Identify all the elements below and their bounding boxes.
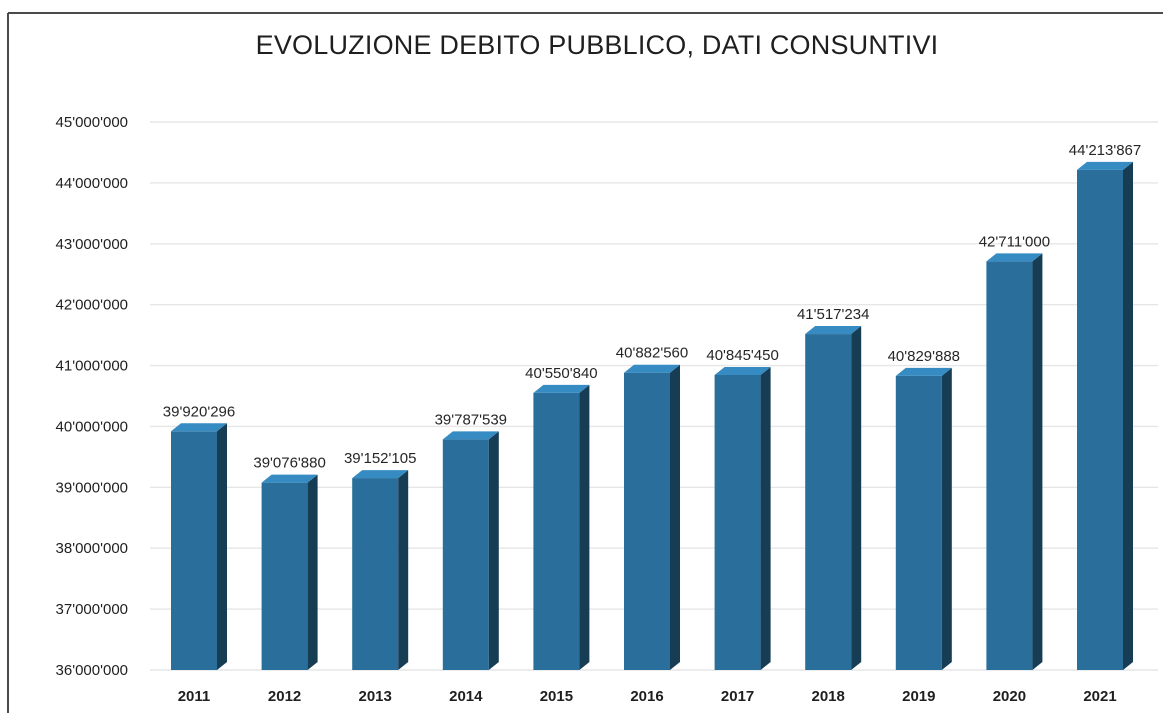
data-labels: 39'920'296 39'076'880 39'152'105 39'787'539… [163, 142, 1141, 472]
data-label-2019: 40'829'888 [888, 348, 960, 365]
bar-2013 [352, 470, 409, 670]
bar-2017 [714, 366, 771, 670]
bar-top-2015 [533, 384, 590, 393]
x-tick-label-2013: 2013 [359, 688, 392, 705]
bar-side-2013 [398, 470, 409, 670]
bar-front-2011 [171, 431, 217, 670]
bar-top-2011 [171, 423, 227, 432]
bar-front-2015 [533, 392, 580, 670]
y-tick-label-7: 43'000'000 [56, 236, 128, 253]
bar-top-2014 [442, 431, 499, 440]
bar-2021 [1077, 161, 1133, 670]
data-label-2017: 40'845'450 [706, 347, 778, 364]
bar-top-2020 [986, 253, 1043, 262]
bar-front-2018 [805, 334, 852, 670]
x-tick-label-2021: 2021 [1083, 688, 1116, 705]
bar-top-2018 [805, 326, 862, 335]
bar-2014 [442, 431, 499, 670]
data-label-2020: 42'711'000 [979, 233, 1050, 250]
chart-frame [7, 12, 1163, 713]
x-tick-label-2018: 2018 [812, 688, 845, 705]
bar-top-2012 [261, 474, 318, 483]
data-label-2016: 40'882'560 [616, 345, 688, 362]
bar-2016 [624, 364, 680, 670]
bar-top-2021 [1077, 161, 1133, 170]
y-tick-label-0: 36'000'000 [56, 662, 128, 679]
bar-2019 [895, 367, 952, 670]
x-tick-label-2014: 2014 [449, 688, 483, 705]
bar-front-2012 [261, 482, 308, 670]
bar-front-2014 [442, 439, 489, 670]
chart-title: EVOLUZIONE DEBITO PUBBLICO, DATI CONSUNT… [256, 30, 939, 60]
x-tick-label-2015: 2015 [540, 688, 573, 705]
y-tick-label-9: 45'000'000 [56, 114, 128, 131]
bar-top-2016 [624, 364, 680, 373]
bar-side-2018 [851, 326, 862, 670]
bar-front-2019 [895, 375, 942, 670]
bar-front-2013 [352, 478, 399, 670]
x-axis-tick-labels: 2011 2012 2013 2014 2015 2016 2017 2018 2019 2020… [178, 688, 1117, 705]
x-tick-label-2019: 2019 [902, 688, 935, 705]
bar-front-2016 [624, 372, 670, 670]
bar-side-2017 [760, 366, 771, 670]
bars [171, 161, 1133, 670]
bar-side-2019 [941, 367, 952, 670]
y-tick-label-4: 40'000'000 [56, 418, 128, 435]
bar-side-2021 [1123, 161, 1133, 670]
data-label-2018: 41'517'234 [797, 306, 869, 323]
bar-2012 [261, 474, 318, 670]
y-axis-tick-labels: 36'000'000 37'000'000 38'000'000 39'000'000… [56, 114, 128, 679]
y-tick-label-3: 39'000'000 [56, 479, 128, 496]
bar-top-2019 [895, 367, 952, 376]
x-tick-label-2012: 2012 [268, 688, 301, 705]
bar-side-2014 [488, 431, 499, 670]
bar-2011 [171, 423, 227, 670]
bar-side-2011 [217, 423, 227, 670]
bar-front-2017 [714, 374, 761, 670]
x-tick-label-2011: 2011 [178, 688, 211, 705]
x-tick-label-2016: 2016 [630, 688, 663, 705]
data-label-2015: 40'550'840 [525, 365, 597, 382]
bar-2018 [805, 326, 862, 670]
y-tick-label-8: 44'000'000 [56, 175, 128, 192]
data-label-2014: 39'787'539 [435, 411, 507, 428]
bar-front-2021 [1077, 169, 1123, 670]
y-tick-label-5: 41'000'000 [56, 358, 128, 375]
bar-side-2016 [670, 364, 680, 670]
data-label-2012: 39'076'880 [253, 455, 325, 472]
y-tick-label-6: 42'000'000 [56, 297, 128, 314]
x-tick-label-2017: 2017 [721, 688, 754, 705]
bar-2020 [986, 253, 1043, 670]
bar-side-2020 [1032, 253, 1043, 670]
y-tick-label-2: 38'000'000 [56, 540, 128, 557]
bar-top-2017 [714, 366, 771, 375]
data-label-2021: 44'213'867 [1069, 142, 1141, 159]
y-tick-label-1: 37'000'000 [56, 601, 128, 618]
data-label-2013: 39'152'105 [344, 450, 416, 467]
bar-side-2015 [579, 384, 590, 670]
bar-side-2012 [307, 474, 318, 670]
bar-top-2013 [352, 470, 409, 479]
x-tick-label-2020: 2020 [993, 688, 1026, 705]
bar-2015 [533, 384, 590, 670]
data-label-2011: 39'920'296 [163, 403, 235, 420]
bar-front-2020 [986, 261, 1033, 670]
